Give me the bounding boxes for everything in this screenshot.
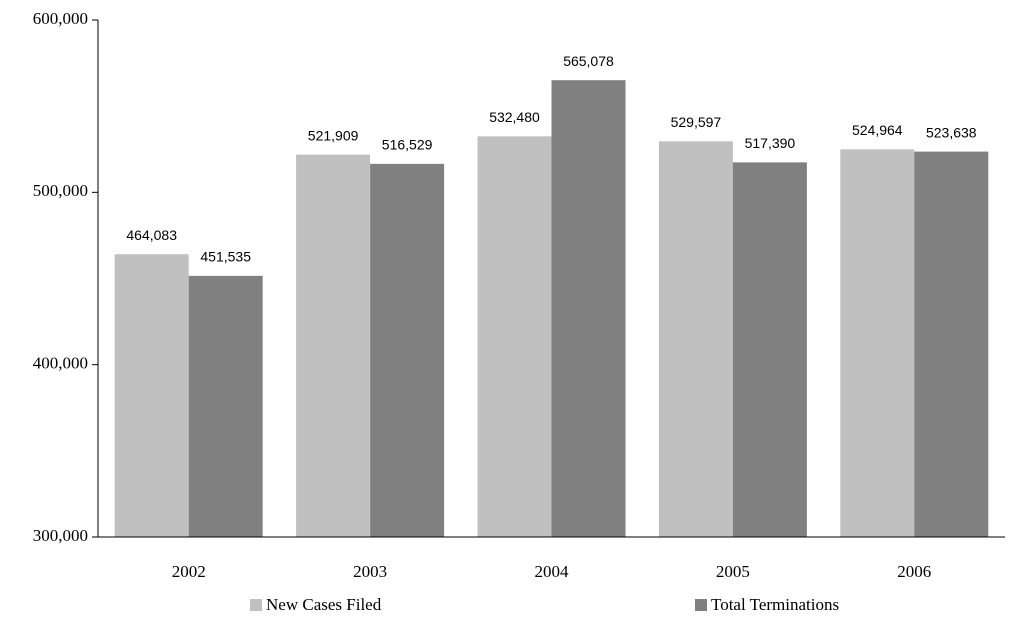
value-label: 451,535 bbox=[200, 249, 251, 265]
y-tick-label: 500,000 bbox=[33, 181, 88, 200]
bar bbox=[370, 163, 445, 537]
value-label: 523,638 bbox=[926, 124, 977, 140]
bar bbox=[914, 151, 989, 538]
bar bbox=[840, 149, 915, 537]
legend-swatch bbox=[695, 599, 707, 611]
value-label: 532,480 bbox=[489, 109, 540, 125]
value-label: 517,390 bbox=[745, 135, 796, 151]
y-tick-label: 400,000 bbox=[33, 354, 88, 373]
x-tick-label: 2003 bbox=[353, 562, 387, 581]
x-tick-label: 2004 bbox=[535, 562, 570, 581]
legend-label: New Cases Filed bbox=[266, 595, 382, 614]
value-label: 516,529 bbox=[382, 137, 433, 153]
bar bbox=[477, 136, 552, 537]
legend-label: Total Terminations bbox=[711, 595, 839, 614]
bar bbox=[658, 141, 733, 538]
x-tick-label: 2006 bbox=[897, 562, 931, 581]
bar bbox=[551, 80, 626, 537]
bar bbox=[732, 162, 807, 537]
bar bbox=[296, 154, 371, 537]
x-tick-label: 2005 bbox=[716, 562, 750, 581]
bar bbox=[188, 275, 263, 537]
value-label: 529,597 bbox=[671, 114, 722, 130]
x-tick-label: 2002 bbox=[172, 562, 206, 581]
legend-swatch bbox=[250, 599, 262, 611]
value-label: 464,083 bbox=[126, 227, 177, 243]
value-label: 565,078 bbox=[563, 53, 614, 69]
value-label: 524,964 bbox=[852, 122, 903, 138]
y-tick-label: 300,000 bbox=[33, 526, 88, 545]
bar bbox=[114, 254, 189, 538]
value-label: 521,909 bbox=[308, 127, 359, 143]
y-tick-label: 600,000 bbox=[33, 9, 88, 28]
